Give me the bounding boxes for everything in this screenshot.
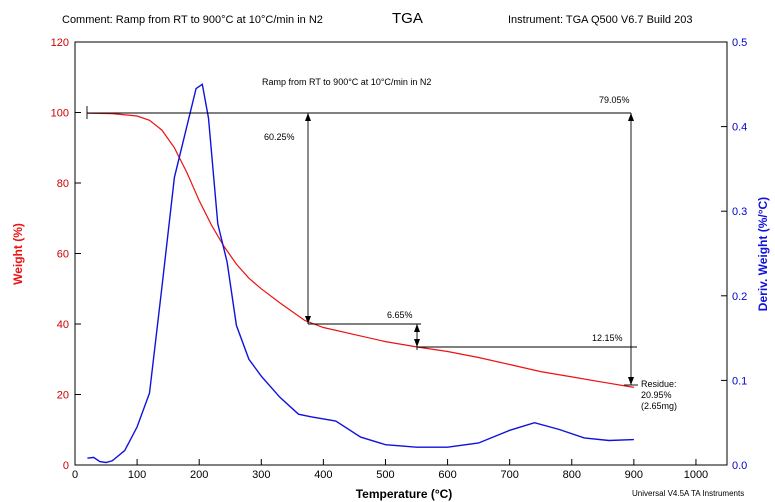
header-title: TGA (392, 10, 423, 27)
x-axis-label: Temperature (°C) (356, 487, 453, 501)
x-tick-label: 300 (252, 469, 270, 481)
x-tick-label: 700 (500, 469, 518, 481)
left-tick-label: 60 (57, 249, 69, 261)
step-arrowheads (305, 113, 634, 385)
annotation-residue-mg: (2.65mg) (641, 401, 677, 411)
left-axis-ticks: 0 20 40 60 80 100 120 (51, 37, 81, 472)
arrow-total-top (628, 113, 634, 121)
x-tick-label: 900 (625, 469, 643, 481)
x-tick-label: 800 (563, 469, 581, 481)
right-axis-label: Deriv. Weight (%/°C) (756, 197, 770, 311)
annotation-step3: 12.15% (592, 333, 623, 343)
left-tick-label: 40 (57, 319, 69, 331)
left-tick-label: 120 (51, 37, 69, 49)
left-axis-label: Weight (%) (11, 223, 25, 285)
x-tick-label: 500 (376, 469, 394, 481)
right-tick-label: 0.2 (732, 291, 747, 303)
annotation-total: 79.05% (599, 95, 630, 105)
arrow-step1-bottom (305, 316, 311, 324)
weight-series-line (87, 112, 634, 388)
annotation-step2: 6.65% (387, 310, 413, 320)
annotation-step1: 60.25% (264, 132, 295, 142)
derivative-series-line (87, 83, 634, 464)
left-tick-label: 80 (57, 178, 69, 190)
right-tick-label: 0.1 (732, 375, 747, 387)
x-tick-label: 400 (314, 469, 332, 481)
right-tick-label: 0.4 (732, 122, 747, 134)
x-tick-label: 1000 (684, 469, 708, 481)
header-comment: Comment: Ramp from RT to 900°C at 10°C/m… (62, 14, 323, 26)
left-tick-label: 0 (63, 460, 69, 472)
right-axis-ticks: 0.0 0.1 0.2 0.3 0.4 0.5 (721, 37, 747, 472)
left-tick-label: 100 (51, 108, 69, 120)
right-tick-label: 0.3 (732, 206, 747, 218)
x-tick-label: 600 (438, 469, 456, 481)
left-tick-label: 20 (57, 390, 69, 402)
header-instrument: Instrument: TGA Q500 V6.7 Build 203 (508, 14, 692, 26)
arrow-step2-bottom (414, 339, 420, 347)
x-tick-label: 200 (190, 469, 208, 481)
annotation-residue-pct: 20.95% (641, 390, 672, 400)
right-tick-label: 0.0 (732, 460, 747, 472)
step-annotations (86, 106, 638, 386)
arrow-total-bottom (628, 377, 634, 385)
arrow-step2-top (414, 324, 420, 332)
x-tick-label: 100 (128, 469, 146, 481)
x-axis-ticks: 0 100 200 300 400 500 600 700 800 900 1000 (72, 459, 708, 481)
arrow-step1-top (305, 113, 311, 121)
x-tick-label: 0 (72, 469, 78, 481)
footer-software: Universal V4.5A TA Instruments (632, 489, 744, 498)
right-tick-label: 0.5 (732, 37, 747, 49)
plot-frame (74, 41, 728, 466)
annotation-residue-label: Residue: (641, 379, 677, 389)
inner-title: Ramp from RT to 900°C at 10°C/min in N2 (262, 77, 431, 87)
